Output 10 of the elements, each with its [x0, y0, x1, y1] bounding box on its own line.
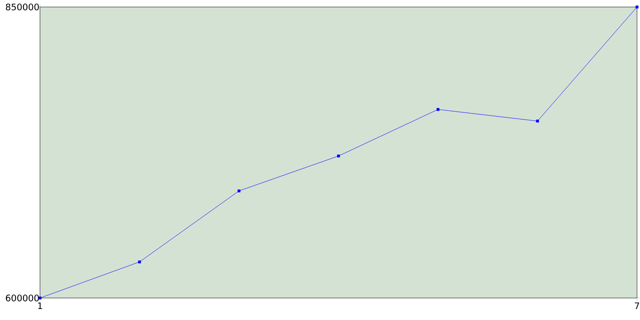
x-tick-label: 1 — [38, 302, 42, 310]
point — [636, 6, 638, 8]
point — [138, 260, 141, 264]
y-tick-label: 600000 — [6, 294, 39, 302]
y-tick-label: 850000 — [6, 4, 39, 10]
point — [337, 154, 340, 158]
point — [536, 120, 539, 122]
point — [238, 190, 240, 192]
point — [436, 108, 440, 111]
x-tick-label: 7 — [634, 302, 640, 310]
